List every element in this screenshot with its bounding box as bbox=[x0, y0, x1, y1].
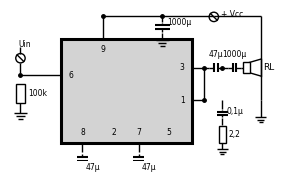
Text: 47μ: 47μ bbox=[85, 163, 100, 172]
Bar bbox=[16, 84, 25, 103]
Text: 1000μ: 1000μ bbox=[167, 18, 191, 27]
Text: 8: 8 bbox=[80, 128, 85, 137]
Bar bbox=[243, 62, 250, 73]
Text: 1: 1 bbox=[180, 96, 185, 105]
Text: 3: 3 bbox=[180, 63, 185, 72]
Text: 47μ: 47μ bbox=[208, 50, 223, 59]
Text: RL: RL bbox=[264, 63, 275, 72]
Text: 100k: 100k bbox=[28, 89, 47, 98]
Text: 47μ: 47μ bbox=[142, 163, 156, 172]
Text: Uin: Uin bbox=[19, 40, 31, 49]
Text: 5: 5 bbox=[166, 128, 171, 137]
Text: 2: 2 bbox=[112, 128, 117, 137]
Text: 9: 9 bbox=[100, 45, 106, 54]
Text: 7: 7 bbox=[136, 128, 141, 137]
Text: 2,2: 2,2 bbox=[229, 130, 241, 139]
Bar bbox=[218, 126, 226, 143]
Text: 6: 6 bbox=[68, 71, 73, 80]
Text: + Vcc: + Vcc bbox=[221, 10, 244, 19]
Text: 0,1μ: 0,1μ bbox=[227, 107, 244, 116]
Text: 1000μ: 1000μ bbox=[222, 50, 247, 59]
Bar bbox=[61, 39, 192, 143]
